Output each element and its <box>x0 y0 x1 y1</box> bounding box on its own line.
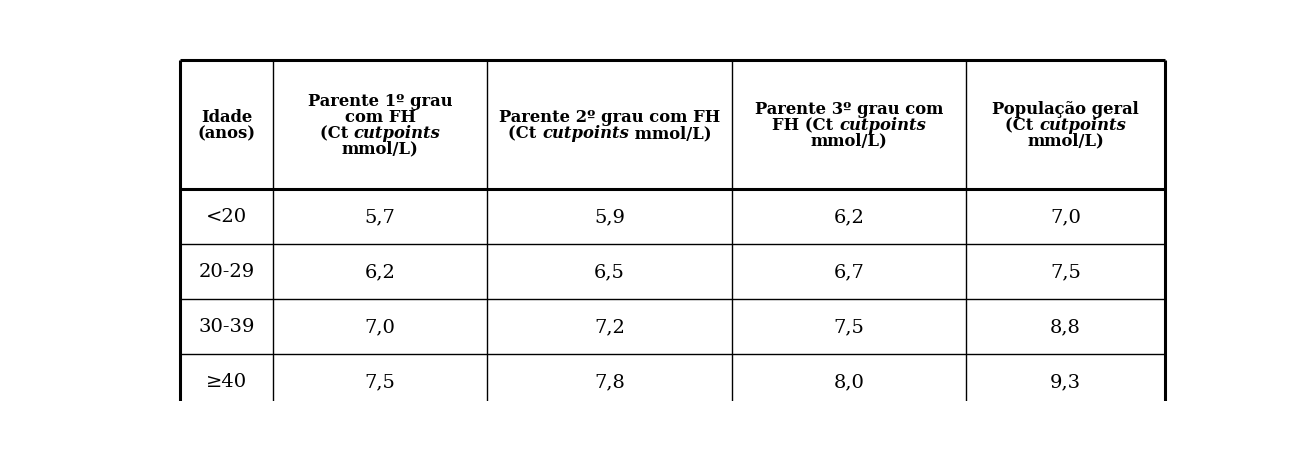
Text: mmol/L): mmol/L) <box>342 140 419 157</box>
Text: 7,8: 7,8 <box>595 373 625 391</box>
Text: cutpoints: cutpoints <box>1039 117 1125 134</box>
Text: FH (Ct cutpoints: FH (Ct cutpoints <box>772 117 926 134</box>
Text: FH (Ct: FH (Ct <box>772 117 840 134</box>
Text: ≥40: ≥40 <box>206 373 248 391</box>
Text: 7,0: 7,0 <box>1050 208 1081 226</box>
Text: 7,2: 7,2 <box>595 318 625 336</box>
Text: mmol/L): mmol/L) <box>629 124 712 142</box>
Text: (Ct: (Ct <box>319 124 353 142</box>
Text: Parente 3º grau com: Parente 3º grau com <box>755 101 943 118</box>
Text: 8,0: 8,0 <box>833 373 865 391</box>
Text: (Ct cutpoints mmol/L): (Ct cutpoints mmol/L) <box>509 124 711 142</box>
Text: 6,5: 6,5 <box>595 263 625 281</box>
Text: Idade: Idade <box>201 109 252 126</box>
Text: <20: <20 <box>206 208 248 226</box>
Text: (anos): (anos) <box>198 124 256 142</box>
Text: cutpoints: cutpoints <box>542 124 629 142</box>
Text: (Ct cutpoints: (Ct cutpoints <box>1005 117 1125 134</box>
Text: 5,7: 5,7 <box>365 208 395 226</box>
Text: (Ct: (Ct <box>509 124 542 142</box>
Text: Parente 2º grau com FH: Parente 2º grau com FH <box>499 109 720 126</box>
Text: cutpoints: cutpoints <box>840 117 926 134</box>
Text: com FH: com FH <box>344 109 416 126</box>
Text: mmol/L): mmol/L) <box>1028 133 1104 150</box>
Text: (Ct cutpoints: (Ct cutpoints <box>319 124 441 142</box>
Text: (Ct: (Ct <box>1005 117 1039 134</box>
Text: 9,3: 9,3 <box>1050 373 1081 391</box>
Text: Parente 1º grau: Parente 1º grau <box>308 93 452 110</box>
Text: 6,2: 6,2 <box>365 263 395 281</box>
Text: População geral: População geral <box>992 101 1138 118</box>
Text: 6,7: 6,7 <box>833 263 865 281</box>
Text: 7,5: 7,5 <box>1050 263 1081 281</box>
Text: 7,0: 7,0 <box>365 318 395 336</box>
Text: 20-29: 20-29 <box>198 263 254 281</box>
Text: 5,9: 5,9 <box>595 208 625 226</box>
Text: 8,8: 8,8 <box>1050 318 1081 336</box>
Text: mmol/L): mmol/L) <box>811 133 888 150</box>
Text: cutpoints: cutpoints <box>353 124 441 142</box>
Text: 7,5: 7,5 <box>833 318 865 336</box>
Text: 7,5: 7,5 <box>365 373 395 391</box>
Text: 6,2: 6,2 <box>833 208 865 226</box>
Text: 30-39: 30-39 <box>198 318 254 336</box>
